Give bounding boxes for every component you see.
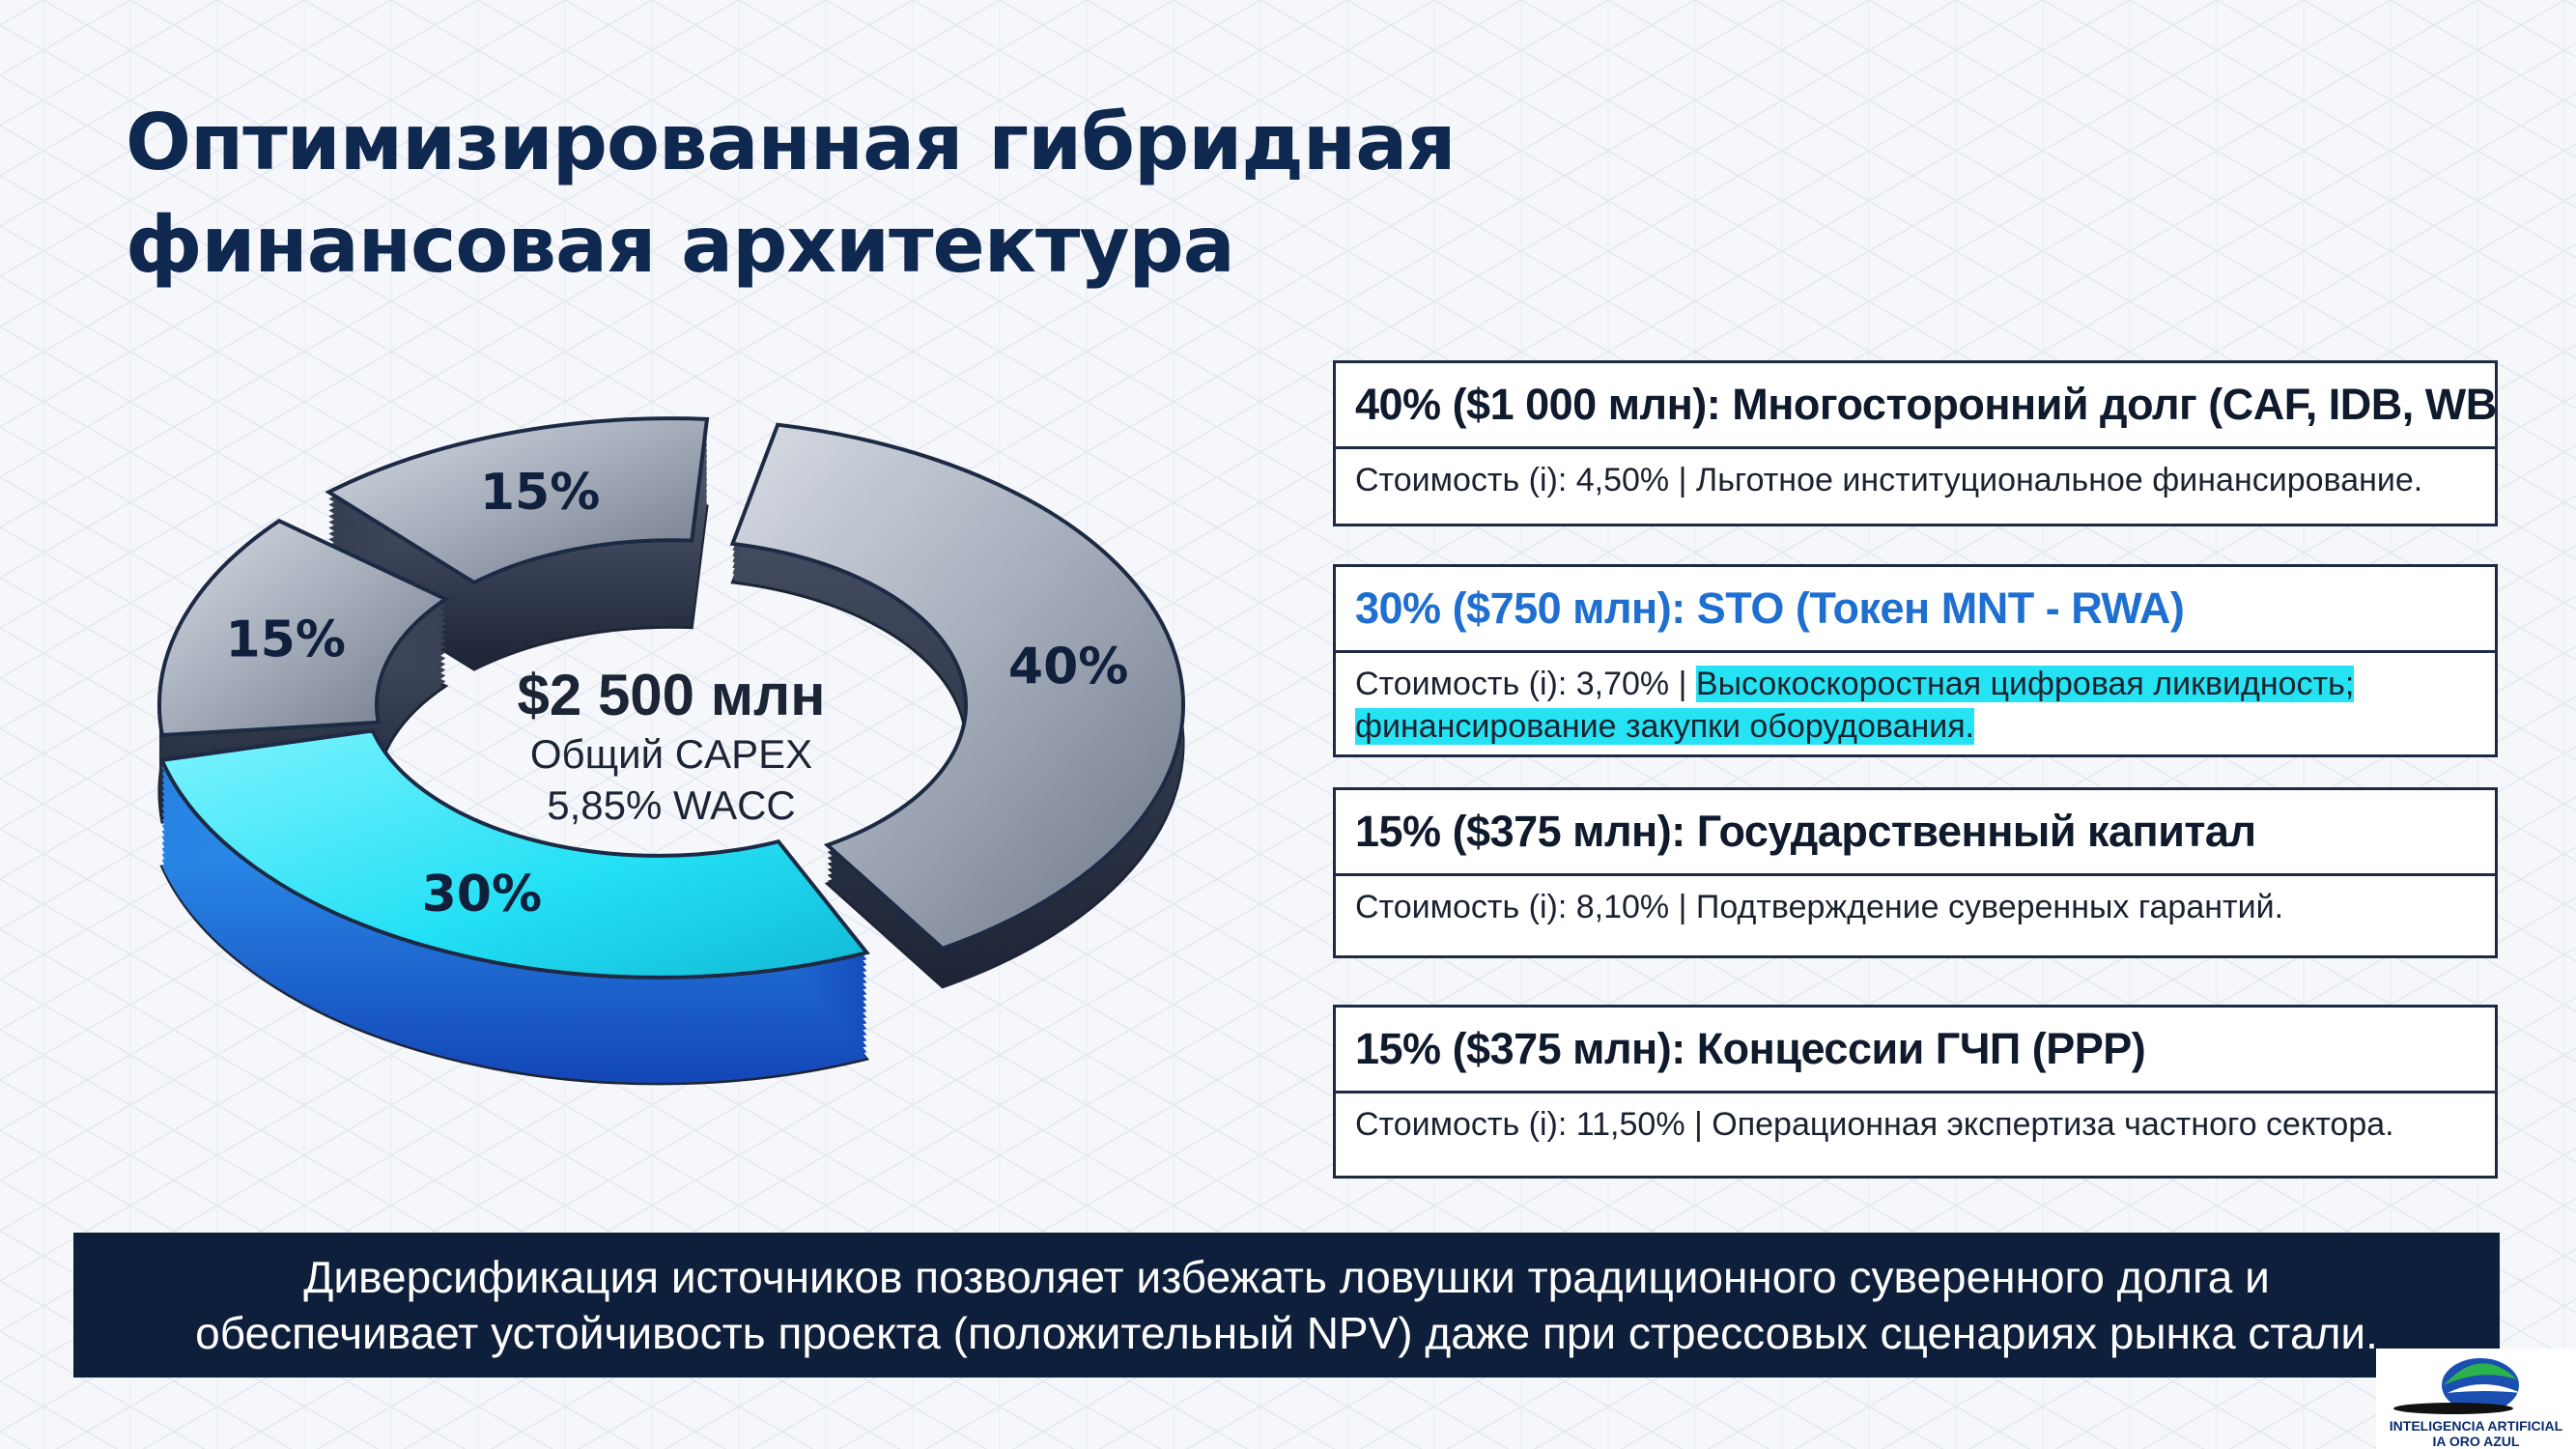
footer-line1: Диверсификация источников позволяет избе… <box>303 1252 2270 1302</box>
cost-text: Льготное институциональное финансировани… <box>1695 462 2423 498</box>
footer-line2: обеспечивает устойчивость проекта (полож… <box>195 1308 2378 1358</box>
slice-top <box>325 416 710 585</box>
chart-center: $2 500 млн Общий CAPEX 5,85% WACC <box>518 663 826 828</box>
donut-slice-2 <box>158 728 870 1086</box>
card-multilateral-debt: 40% ($1 000 млн): Многосторонний долг (C… <box>1333 360 2498 526</box>
card-heading: 15% ($375 млн): Государственный капитал <box>1336 790 2495 876</box>
center-amount: $2 500 млн <box>518 663 826 727</box>
logo-line1: INTELIGENCIA ARTIFICIAL <box>2389 1418 2563 1434</box>
cost-prefix: Стоимость (i): 4,50% | <box>1355 462 1696 498</box>
card-cost: Стоимость (i): 3,70% | Высокоскоростная … <box>1336 653 2495 748</box>
cost-prefix: Стоимость (i): 8,10% | <box>1355 889 1696 925</box>
card-cost: Стоимость (i): 8,10% | Подтверждение сув… <box>1336 876 2495 928</box>
brand-logo: INTELIGENCIA ARTIFICIAL IA ORO AZUL <box>2376 1349 2576 1449</box>
footer-banner: Диверсификация источников позволяет избе… <box>73 1233 2500 1378</box>
cost-prefix: Стоимость (i): 3,70% | <box>1355 666 1696 702</box>
donut-slice-4 <box>325 416 710 671</box>
cost-text: Подтверждение суверенных гарантий. <box>1695 889 2284 925</box>
page-title: Оптимизированная гибридная финансовая ар… <box>126 98 1457 290</box>
slice-label: 15% <box>480 464 600 522</box>
slice-top <box>157 518 450 738</box>
slice-label: 30% <box>422 866 542 923</box>
card-heading: 30% ($750 млн): STO (Токен MNT - RWA) <box>1336 567 2495 653</box>
cost-highlight-line1: Высокоскоростная цифровая ликвидность; <box>1695 666 2355 702</box>
donut-chart: 40% 30% 15% 15% $2 500 млн Общий CAPEX 5,85… <box>157 416 1185 1086</box>
cost-highlight-line2: финансирование закупки оборудования. <box>1355 708 1975 745</box>
center-wacc: 5,85% WACC <box>547 782 796 828</box>
chart-slices <box>157 416 1185 1086</box>
logo-emblem-icon <box>2393 1358 2521 1414</box>
cost-text: Операционная экспертиза частного сектора… <box>1712 1106 2394 1143</box>
donut-slice-3 <box>157 518 450 824</box>
donut-slice-1 <box>729 422 1185 989</box>
card-heading: 15% ($375 млн): Концессии ГЧП (PPP) <box>1336 1008 2495 1094</box>
card-cost: Стоимость (i): 4,50% | Льготное институц… <box>1336 449 2495 501</box>
slice-label: 40% <box>1008 638 1128 696</box>
slice-label: 15% <box>226 611 346 669</box>
slice-top <box>158 728 870 980</box>
card-heading: 40% ($1 000 млн): Многосторонний долг (C… <box>1336 363 2495 449</box>
chart-labels: 40% 30% 15% 15% <box>226 464 1129 923</box>
logo-line2: IA ORO AZUL <box>2432 1434 2520 1449</box>
card-sto-token: 30% ($750 млн): STO (Токен MNT - RWA) Ст… <box>1333 564 2498 757</box>
cost-prefix: Стоимость (i): 11,50% | <box>1355 1106 1713 1143</box>
card-state-capital: 15% ($375 млн): Государственный капитал … <box>1333 787 2498 958</box>
card-cost: Стоимость (i): 11,50% | Операционная экс… <box>1336 1094 2495 1146</box>
center-capex: Общий CAPEX <box>530 731 812 777</box>
card-ppp-concessions: 15% ($375 млн): Концессии ГЧП (PPP) Стои… <box>1333 1005 2498 1179</box>
slice-top <box>729 422 1185 951</box>
